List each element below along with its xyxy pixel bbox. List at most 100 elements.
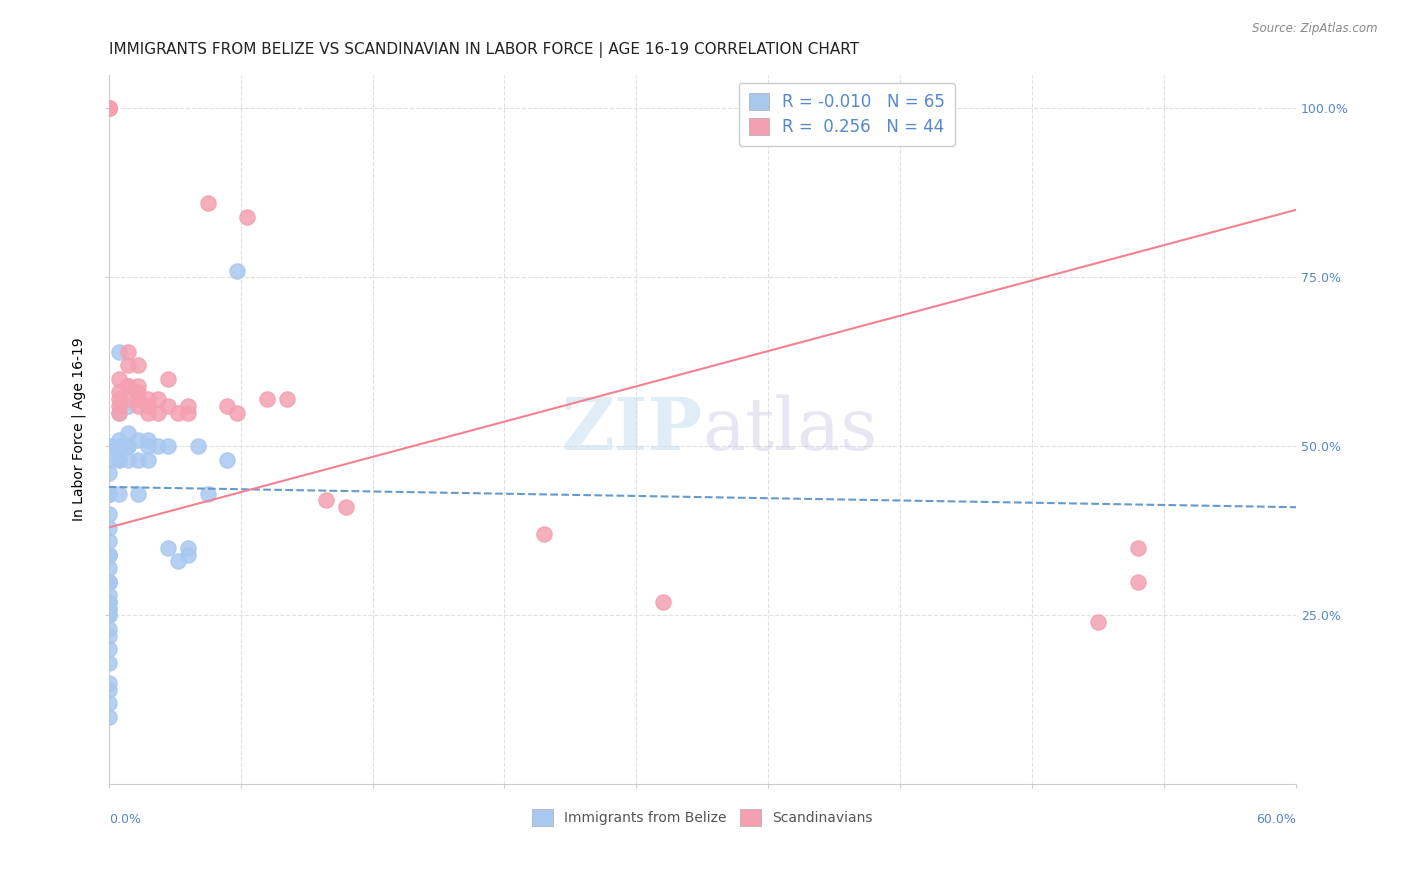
Point (157, 399, 180, 413)
Point (97, 520, 120, 534)
Point (136, 406, 159, 420)
Point (117, 378, 139, 392)
Point (97, 561, 120, 575)
Point (117, 425, 139, 440)
Point (127, 486, 149, 500)
Point (117, 359, 139, 373)
Point (97, 574, 120, 589)
Point (97, 439, 120, 453)
Point (136, 453, 159, 467)
Point (146, 439, 169, 453)
Point (97, 548, 120, 562)
Point (107, 372, 129, 386)
Point (107, 392, 129, 406)
Point (117, 392, 139, 406)
Point (197, 486, 219, 500)
Text: 0.0%: 0.0% (108, 813, 141, 826)
Point (97, 486, 120, 500)
Point (117, 378, 139, 392)
Point (97, 534, 120, 549)
Point (1126, 574, 1149, 589)
Point (97, 102, 120, 116)
Point (117, 453, 139, 467)
Point (146, 406, 169, 420)
Point (157, 439, 180, 453)
Point (226, 263, 249, 277)
Point (335, 500, 357, 515)
Point (533, 527, 555, 541)
Point (97, 676, 120, 690)
Point (177, 548, 200, 562)
Point (97, 102, 120, 116)
Point (256, 392, 278, 406)
Point (146, 392, 169, 406)
Point (651, 595, 673, 609)
Point (97, 102, 120, 116)
Point (97, 507, 120, 521)
Point (136, 392, 159, 406)
Point (217, 399, 239, 413)
Point (97, 608, 120, 623)
Point (107, 433, 129, 447)
Point (107, 385, 129, 400)
Point (97, 548, 120, 562)
Point (97, 486, 120, 500)
Point (107, 453, 129, 467)
Point (236, 210, 259, 224)
Point (167, 406, 190, 420)
Point (97, 467, 120, 481)
Point (97, 486, 120, 500)
Point (97, 486, 120, 500)
Point (187, 439, 209, 453)
Point (97, 486, 120, 500)
Point (107, 406, 129, 420)
Text: ZIP: ZIP (561, 394, 703, 465)
Point (157, 541, 180, 555)
Point (107, 439, 129, 453)
Point (117, 439, 139, 453)
Point (97, 588, 120, 602)
Text: 60.0%: 60.0% (1256, 813, 1296, 826)
Point (127, 399, 149, 413)
Point (127, 433, 149, 447)
Point (1087, 615, 1109, 629)
Point (117, 439, 139, 453)
Point (226, 406, 249, 420)
Point (97, 601, 120, 615)
Point (97, 656, 120, 670)
Text: Source: ZipAtlas.com: Source: ZipAtlas.com (1253, 22, 1378, 36)
Point (97, 601, 120, 615)
Point (127, 359, 149, 373)
Point (1126, 541, 1149, 555)
Point (107, 439, 129, 453)
Point (97, 710, 120, 724)
Point (97, 102, 120, 116)
Point (167, 554, 190, 568)
Point (97, 696, 120, 710)
Point (97, 629, 120, 643)
Text: atlas: atlas (703, 394, 877, 465)
Point (97, 595, 120, 609)
Point (107, 406, 129, 420)
Point (177, 399, 200, 413)
Point (97, 102, 120, 116)
Point (97, 595, 120, 609)
Point (97, 608, 120, 623)
Point (107, 344, 129, 359)
Point (157, 372, 180, 386)
Point (315, 493, 337, 508)
Point (107, 453, 129, 467)
Point (97, 622, 120, 636)
Point (97, 486, 120, 500)
Point (276, 392, 298, 406)
Point (136, 399, 159, 413)
Point (97, 439, 120, 453)
Point (97, 102, 120, 116)
Y-axis label: In Labor Force | Age 16-19: In Labor Force | Age 16-19 (72, 338, 86, 521)
Point (127, 385, 149, 400)
Point (127, 392, 149, 406)
Point (117, 399, 139, 413)
Point (97, 642, 120, 657)
Point (107, 486, 129, 500)
Point (97, 548, 120, 562)
